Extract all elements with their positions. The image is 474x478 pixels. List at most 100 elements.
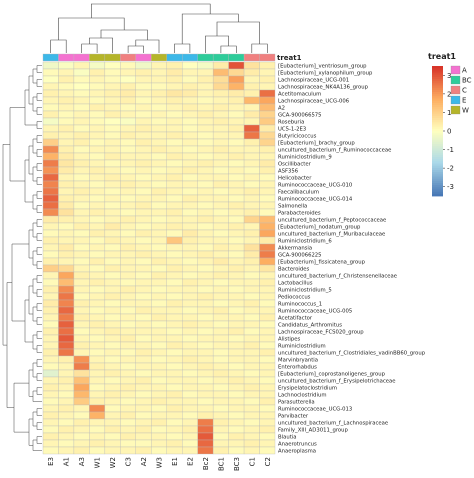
heatmap-cell [182,131,198,140]
heatmap-cell [166,446,183,455]
heatmap-cell [243,425,260,434]
colorbar-segment [432,170,443,173]
heatmap-cell [73,390,90,399]
heatmap-cell [135,306,152,315]
row-label: Enterorhabdus [278,364,317,370]
heatmap-cell [182,187,198,196]
heatmap-cell [73,159,90,168]
heatmap-cell [104,299,121,308]
heatmap-cell [151,355,167,364]
heatmap-cell [151,278,167,287]
colorbar-segment [432,122,443,125]
heatmap-cell [89,110,106,119]
heatmap-cell [243,439,260,448]
heatmap-cell [135,376,152,385]
colorbar-tick-label: -2 [447,165,454,173]
heatmap-cell [197,166,214,175]
heatmap-cell [42,292,59,301]
heatmap-cell [135,138,152,147]
heatmap-cell [135,383,152,392]
heatmap-cell [182,250,198,259]
row-label: Anaeroplasma [278,448,316,454]
dendrogram-branch [135,39,160,53]
colorbar-segment [432,191,443,195]
heatmap-cell [212,68,229,77]
row-label: uncultured_bacterium_f_Muribaculaceae [278,231,385,237]
heatmap-cell [151,103,167,112]
heatmap-cell [89,383,106,392]
heatmap-cell [212,96,229,105]
row-label: Akkermansia [278,245,312,251]
heatmap-cell [228,103,245,112]
dendrogram-branch [36,107,42,115]
heatmap-cell [89,327,106,336]
heatmap-cell [243,327,260,336]
heatmap-cell [182,159,198,168]
heatmap-cell [42,404,59,413]
heatmap-cell [228,432,245,441]
heatmap-cell [73,278,90,287]
heatmap-cell [58,61,75,70]
heatmap-cell [259,362,276,371]
heatmap-cell [42,75,59,84]
heatmap-cell [135,292,152,301]
colorbar-segment [432,72,443,76]
heatmap-cell [58,103,75,112]
heatmap-cell [243,187,260,196]
heatmap-cell [182,348,198,357]
heatmap-cell [228,418,245,427]
heatmap-cell [151,285,167,294]
heatmap-cell [135,166,152,175]
heatmap-cell [243,159,260,168]
heatmap-cell [42,159,59,168]
heatmap-cell [259,299,276,308]
heatmap-cell [104,243,121,252]
heatmap-cell [166,299,183,308]
heatmap-cell [42,145,59,154]
heatmap-cell [259,180,276,189]
heatmap-cell [58,439,75,448]
heatmap-cell [42,299,59,308]
heatmap-cell [42,82,59,91]
heatmap-cell [182,117,198,126]
heatmap-cell [182,313,198,322]
heatmap-cell [259,159,276,168]
annotation-cell [151,53,167,62]
dendrogram-branch [174,43,191,53]
colorbar-segment [432,128,443,132]
heatmap-cell [104,222,121,231]
heatmap-cell [182,75,198,84]
heatmap-cell [182,341,198,350]
heatmap-cell [197,271,214,280]
dendrogram-branch [89,37,113,53]
heatmap-cell [243,271,260,280]
colorbar-segment [432,148,443,151]
column-label: BC3 [233,457,241,471]
column-labels: E3 A1 A3 W1 W2 C3 A2 W3 E1 E2 Bc2 BC1 BC3 C1 C2 [47,457,272,471]
heatmap-cell [73,341,90,350]
heatmap-cell [197,222,214,231]
heatmap-cell [182,103,198,112]
heatmap-cell [228,292,245,301]
heatmap-cell [58,187,75,196]
heatmap-cell [151,173,167,182]
heatmap-cell [58,173,75,182]
heatmap-cell [166,439,183,448]
heatmap-cell [42,124,59,133]
heatmap-cell [42,439,59,448]
heatmap-cell [104,369,121,378]
row-label: Ruminiclostridium [278,343,326,349]
dendrogram-branch [36,436,42,444]
annotation-cell [228,53,245,62]
heatmap-cell [58,201,75,210]
heatmap-cell [182,82,198,91]
heatmap-cell [120,257,136,266]
heatmap-cell [259,355,276,364]
heatmap-cell [197,369,214,378]
heatmap-cell [151,425,167,434]
colorbar-segment [432,76,443,80]
heatmap-cell [166,103,183,112]
heatmap-cell [58,411,75,420]
heatmap-cell [42,376,59,385]
heatmap-cell [58,313,75,322]
